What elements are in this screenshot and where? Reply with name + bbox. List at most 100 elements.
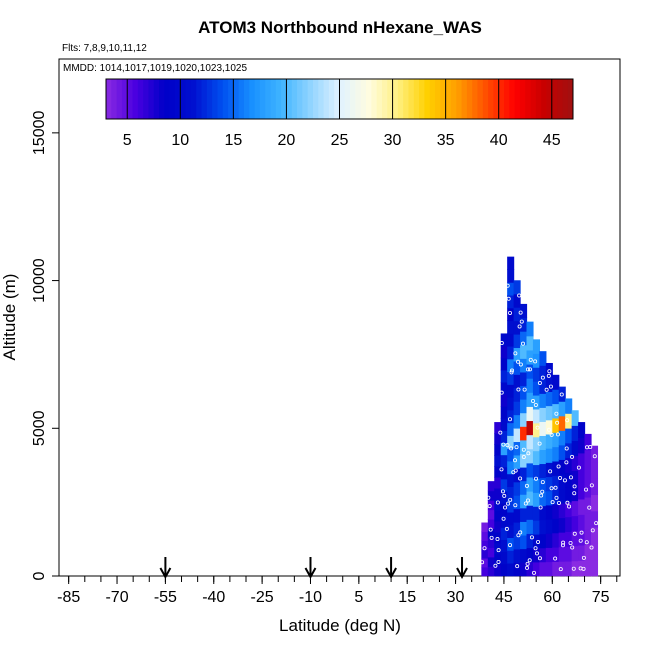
heatmap-cell	[481, 531, 489, 541]
sample-point	[589, 545, 594, 550]
heatmap-cell	[545, 391, 553, 407]
heatmap-cell	[552, 532, 560, 548]
colorbar-segment	[381, 79, 388, 119]
flight-arrow	[304, 557, 317, 580]
heatmap-cell	[520, 534, 528, 550]
heatmap-cell	[487, 566, 495, 577]
heatmap-cell	[590, 510, 599, 528]
colorbar-segment	[413, 79, 420, 119]
heatmap-cell	[494, 422, 502, 434]
sample-point	[533, 359, 538, 364]
colorbar-segment	[424, 79, 431, 119]
heatmap-cell	[520, 426, 528, 441]
heatmap-cell	[507, 371, 515, 385]
colorbar-segment	[137, 79, 144, 119]
heatmap-cell	[545, 419, 553, 435]
sample-point	[564, 446, 569, 451]
heatmap-cell	[552, 518, 560, 534]
heatmap-cell	[513, 481, 521, 496]
sample-point	[504, 526, 509, 531]
heatmap-cell	[578, 468, 586, 485]
heatmap-cell	[513, 374, 521, 389]
heatmap-cell	[494, 520, 502, 533]
sample-point	[544, 387, 549, 392]
colorbar-segment	[535, 79, 542, 119]
heatmap-cell	[578, 514, 586, 531]
heatmap-cell	[520, 562, 528, 577]
colorbar-segment	[302, 79, 309, 119]
heatmap-cell	[539, 505, 547, 521]
x-tick-label: -10	[299, 589, 322, 606]
x-tick-label: 15	[398, 589, 416, 606]
heatmap-cell	[545, 476, 553, 492]
colorbar-segment	[355, 79, 362, 119]
sample-point	[523, 501, 528, 506]
sample-point	[495, 500, 500, 505]
sample-point	[509, 370, 514, 375]
heatmap-cell	[532, 464, 540, 479]
plot-frame	[58, 58, 621, 577]
heatmap-cell	[507, 333, 515, 347]
heatmap-cell	[526, 321, 534, 337]
heatmap-cell	[481, 540, 489, 550]
sample-point	[579, 530, 584, 535]
sample-point	[558, 475, 563, 480]
sample-point	[539, 493, 544, 498]
colorbar-segment	[259, 79, 266, 119]
colorbar-segment	[387, 79, 394, 119]
heatmap-cell	[532, 339, 540, 354]
sample-point	[576, 465, 581, 470]
colorbar-segment	[291, 79, 298, 119]
colorbar-segment	[111, 79, 118, 119]
heatmap-cell	[539, 491, 547, 507]
heatmap-cell	[494, 509, 502, 522]
heatmap-cell	[500, 454, 508, 468]
sample-point	[571, 566, 576, 571]
heatmap-cell	[520, 303, 528, 319]
heatmap-cell	[507, 345, 515, 360]
heatmap-cell	[590, 461, 599, 479]
heatmap-cell	[539, 477, 547, 493]
sample-point	[572, 531, 577, 536]
sample-point	[554, 495, 559, 500]
sample-point	[547, 369, 552, 374]
sample-point	[525, 498, 530, 503]
heatmap-cell	[552, 374, 560, 390]
heatmap-cell	[578, 452, 586, 469]
x-tick-label: 45	[495, 589, 513, 606]
colorbar-tick-label: 10	[171, 132, 189, 149]
colorbar-segment	[254, 79, 261, 119]
heatmap-cell	[532, 436, 540, 452]
sample-point	[555, 420, 560, 425]
sample-point	[518, 362, 523, 367]
heatmap-cell	[558, 488, 566, 504]
heatmap-cell	[584, 449, 592, 467]
heatmap-layer	[481, 256, 599, 577]
colorbar-segment	[567, 79, 574, 119]
sample-point	[535, 425, 540, 430]
flight-arrow	[456, 557, 468, 580]
colorbar-segment	[297, 79, 303, 119]
heatmap-cell	[513, 307, 521, 322]
heatmap-cell	[526, 349, 534, 365]
heatmap-cell	[507, 397, 515, 411]
heatmap-cell	[584, 481, 592, 498]
heatmap-cell	[520, 521, 528, 536]
heatmap-cell	[578, 560, 586, 577]
colorbar-segment	[482, 79, 489, 119]
sample-point	[581, 555, 586, 560]
heatmap-cell	[552, 547, 560, 562]
flight-arrow	[385, 557, 397, 580]
sample-point	[508, 497, 513, 502]
heatmap-cell	[513, 320, 521, 335]
heatmap-cell	[520, 344, 528, 359]
heatmap-cell	[532, 422, 540, 438]
heatmap-cell	[532, 367, 540, 382]
heatmap-cell	[590, 494, 599, 512]
heatmap-cell	[545, 518, 553, 534]
colorbar-segment	[222, 79, 229, 119]
sample-point	[502, 493, 507, 498]
sample-point	[537, 556, 542, 561]
sample-point	[521, 455, 526, 460]
colorbar-segment	[504, 79, 510, 119]
